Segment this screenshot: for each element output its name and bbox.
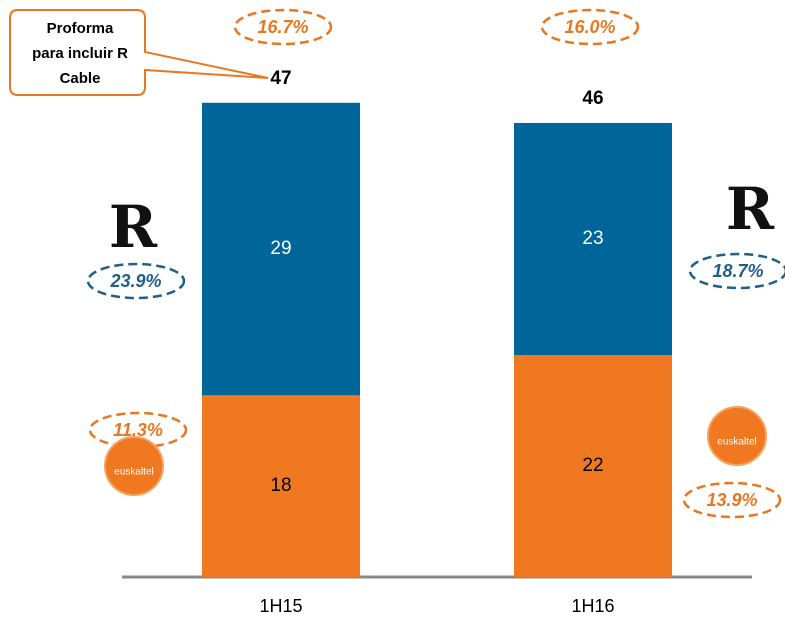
annotation-ellipse xyxy=(86,262,186,300)
callout-box xyxy=(9,9,269,96)
euskaltel-logo xyxy=(707,406,767,466)
segment-label: 23 xyxy=(582,228,603,249)
bar-segment xyxy=(202,395,360,577)
segment-label: 29 xyxy=(270,238,291,259)
annotation-ellipse xyxy=(682,481,782,519)
segment-label: 22 xyxy=(582,455,603,476)
annotation-text: 13.9% xyxy=(706,490,757,510)
annotation-ellipse xyxy=(688,252,785,290)
r-logo: R xyxy=(726,175,775,243)
annotation-text: 11.3% xyxy=(113,420,163,440)
callout-text: para incluir R xyxy=(32,45,128,62)
x-tick-label: 1H15 xyxy=(259,596,302,616)
annotation-ellipse xyxy=(540,8,640,46)
annotation-text: 23.9% xyxy=(109,271,161,291)
callout-text: Cable xyxy=(60,70,101,87)
bar-segment xyxy=(514,122,672,356)
segment-label: 18 xyxy=(270,475,291,496)
x-tick-label: 1H16 xyxy=(571,596,614,616)
euskaltel-logo-text: euskaltel xyxy=(114,467,153,478)
bar-segment xyxy=(202,102,360,396)
annotation-text: 16.7% xyxy=(257,17,308,37)
total-label: 47 xyxy=(270,68,291,89)
bar-segment xyxy=(514,355,672,577)
euskaltel-logo xyxy=(104,436,164,496)
annotation-ellipse xyxy=(88,411,188,449)
annotation-ellipse xyxy=(233,8,333,46)
annotation-text: 16.0% xyxy=(564,17,615,37)
callout-text: Proforma xyxy=(47,20,114,37)
euskaltel-logo-text: euskaltel xyxy=(717,437,756,448)
r-logo: R xyxy=(109,193,158,261)
annotation-text: 18.7% xyxy=(712,261,763,281)
total-label: 46 xyxy=(582,88,603,109)
